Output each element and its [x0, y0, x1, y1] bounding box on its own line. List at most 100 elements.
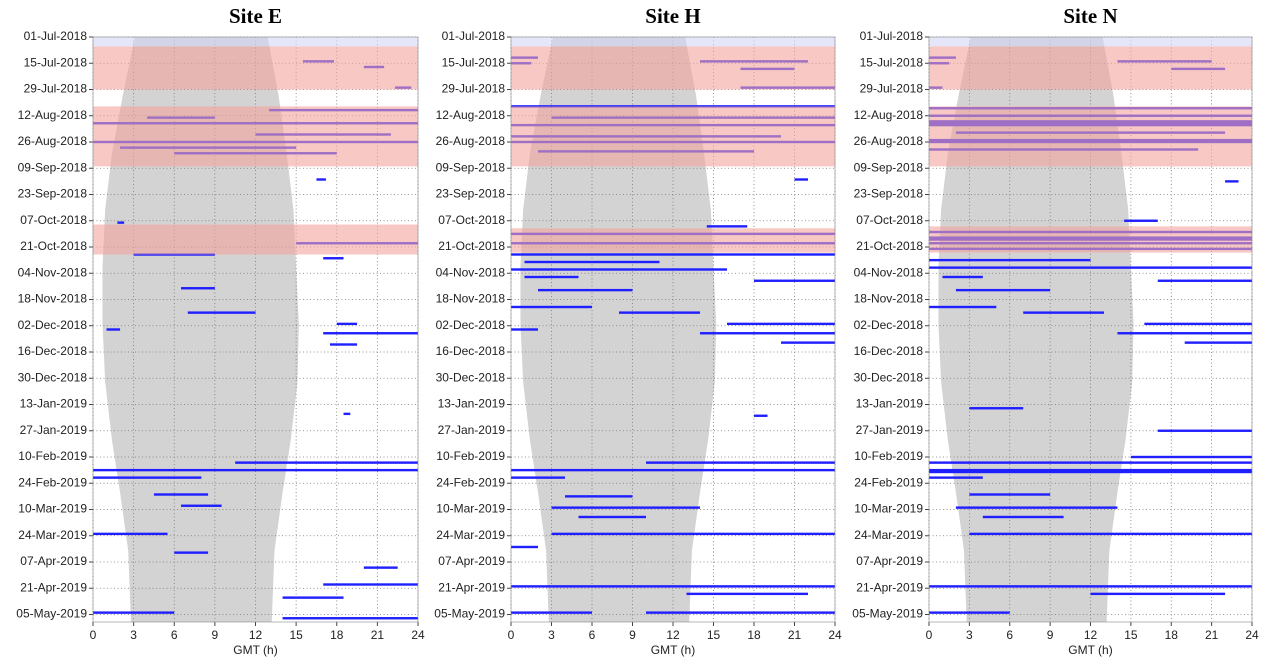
period-band: [93, 46, 418, 90]
y-tick-label: 23-Sep-2018: [436, 187, 506, 201]
y-tick-label: 23-Sep-2018: [18, 187, 88, 201]
panel-title: Site H: [645, 4, 700, 28]
detection: [323, 332, 418, 335]
detection: [929, 266, 1252, 269]
period-band: [511, 46, 835, 90]
y-tick-label: 18-Nov-2018: [436, 292, 506, 306]
y-tick-label: 13-Jan-2019: [438, 397, 506, 411]
detection: [187, 311, 256, 314]
x-tick-label: 12: [249, 628, 263, 642]
detection: [343, 412, 351, 416]
y-tick-label: 01-Jul-2018: [442, 29, 506, 43]
detection: [1184, 341, 1252, 344]
detection: [565, 495, 633, 498]
x-tick-label: 18: [1165, 628, 1179, 642]
y-tick-label: 18-Nov-2018: [854, 292, 924, 306]
y-tick-label: 27-Jan-2019: [20, 423, 88, 437]
x-tick-label: 9: [212, 628, 219, 642]
y-tick-label: 04-Nov-2018: [436, 265, 506, 279]
detection: [511, 611, 592, 614]
detection: [1117, 332, 1252, 335]
detection: [929, 258, 1091, 262]
detection: [1225, 180, 1239, 183]
x-tick-label: 21: [371, 628, 385, 642]
y-tick-label: 26-Aug-2018: [854, 134, 924, 148]
x-axis-label: GMT (h): [651, 643, 695, 657]
period-band: [93, 37, 418, 47]
y-tick-label: 21-Oct-2018: [438, 239, 505, 253]
x-tick-label: 18: [747, 628, 761, 642]
x-tick-label: 24: [1245, 628, 1259, 642]
detection: [781, 341, 835, 344]
detection: [982, 515, 1064, 519]
y-tick-label: 26-Aug-2018: [18, 134, 88, 148]
detection: [1130, 455, 1252, 459]
detection: [93, 468, 418, 472]
y-tick-label: 05-May-2019: [852, 607, 923, 621]
detection: [511, 468, 835, 472]
detection: [524, 275, 579, 279]
y-tick-label: 29-Jul-2018: [860, 82, 924, 96]
y-tick-label: 21-Oct-2018: [856, 239, 923, 253]
x-tick-label: 12: [1084, 628, 1098, 642]
period-band: [93, 106, 418, 167]
detection: [646, 611, 835, 614]
detection: [686, 592, 808, 596]
y-tick-label: 12-Aug-2018: [854, 108, 924, 122]
y-tick-label: 02-Dec-2018: [436, 318, 506, 332]
y-tick-label: 10-Mar-2019: [18, 502, 87, 516]
detection: [969, 407, 1024, 410]
detection: [235, 461, 418, 464]
x-tick-label: 24: [828, 628, 842, 642]
y-tick-label: 07-Apr-2019: [438, 554, 505, 568]
detection: [955, 506, 1118, 509]
detection: [706, 225, 748, 228]
detection: [754, 279, 835, 282]
y-tick-label: 24-Feb-2019: [436, 475, 505, 489]
y-tick-label: 18-Nov-2018: [18, 292, 88, 306]
detection: [551, 532, 835, 536]
detection: [794, 178, 808, 181]
y-tick-label: 15-Jul-2018: [442, 55, 506, 69]
detection: [754, 414, 768, 417]
y-tick-label: 10-Feb-2019: [436, 449, 505, 463]
detection: [174, 551, 209, 554]
y-tick-label: 21-Apr-2019: [856, 580, 923, 594]
y-tick-label: 13-Jan-2019: [20, 397, 88, 411]
detection: [1023, 311, 1104, 314]
detection: [727, 322, 835, 326]
x-tick-label: 0: [90, 628, 97, 642]
x-tick-label: 3: [548, 628, 555, 642]
plot-frame: [928, 36, 1253, 623]
y-tick-label: 07-Oct-2018: [856, 213, 923, 227]
x-tick-label: 9: [629, 628, 636, 642]
detection: [181, 287, 215, 290]
detection: [336, 322, 358, 326]
y-tick-label: 21-Apr-2019: [20, 580, 87, 594]
detection: [929, 611, 1010, 614]
detection: [955, 288, 1051, 292]
y-tick-label: 01-Jul-2018: [24, 29, 88, 43]
detection: [969, 493, 1051, 496]
x-tick-label: 6: [589, 628, 596, 642]
y-tick-label: 24-Mar-2019: [436, 528, 505, 542]
detection: [646, 461, 835, 464]
y-tick-label: 27-Jan-2019: [438, 423, 506, 437]
plot-frame: [92, 36, 419, 623]
y-tick-label: 07-Oct-2018: [438, 213, 505, 227]
detection: [282, 596, 344, 599]
x-tick-label: 6: [171, 628, 178, 642]
detection: [153, 493, 209, 496]
detection: [619, 311, 700, 314]
y-tick-label: 21-Oct-2018: [20, 239, 87, 253]
y-tick-label: 05-May-2019: [434, 607, 505, 621]
detection: [700, 332, 835, 335]
y-tick-label: 09-Sep-2018: [854, 160, 924, 174]
y-tick-label: 10-Feb-2019: [854, 449, 923, 463]
period-band: [93, 224, 418, 255]
detection: [511, 305, 592, 309]
x-tick-label: 0: [508, 628, 515, 642]
detection: [929, 468, 1252, 472]
detection: [363, 566, 398, 569]
